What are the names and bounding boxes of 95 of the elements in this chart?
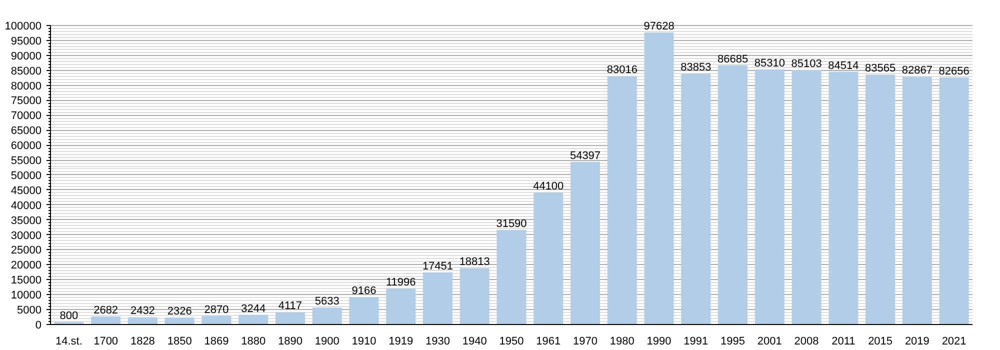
y-tick-label: 10000	[10, 290, 42, 302]
bar	[902, 76, 932, 324]
data-label: 2682	[94, 304, 118, 316]
x-tick-label: 2021	[942, 336, 966, 348]
data-label: 82867	[902, 64, 932, 77]
bar	[607, 76, 637, 324]
data-label: 5633	[314, 296, 340, 308]
x-tick-label: 1991	[684, 336, 708, 348]
bar	[460, 268, 490, 324]
x-tick-label: 2015	[868, 336, 893, 348]
data-label: 54397	[570, 150, 601, 162]
x-tick-label: 1890	[278, 336, 302, 348]
bar	[754, 69, 784, 324]
y-tick-label: 80000	[10, 80, 42, 92]
x-tick-label: 1900	[314, 336, 340, 348]
data-label: 9166	[352, 285, 376, 298]
data-label: 83565	[865, 62, 896, 75]
x-tick-label: 2008	[794, 336, 819, 348]
data-label: 85310	[754, 57, 785, 70]
data-label: 3244	[241, 302, 266, 315]
y-tick-label: 35000	[10, 214, 42, 227]
y-tick-label: 20000	[10, 260, 42, 272]
bar	[866, 74, 896, 324]
bar	[828, 72, 858, 324]
bar	[238, 314, 268, 324]
data-label: 84514	[828, 60, 859, 72]
data-label: 83016	[606, 64, 638, 76]
x-tick-label: 1940	[462, 336, 487, 348]
bar	[718, 65, 748, 324]
x-tick-label: 2001	[757, 336, 782, 348]
data-label: 31590	[496, 218, 527, 230]
data-label: 85103	[791, 58, 822, 70]
bar	[91, 316, 121, 324]
y-tick-label: 65000	[10, 125, 42, 138]
x-tick-label: 1961	[536, 336, 561, 348]
x-tick-label: 1995	[720, 336, 746, 348]
data-label: 11996	[386, 276, 416, 289]
bar	[128, 317, 158, 324]
data-label: 44100	[533, 180, 564, 193]
y-tick-label: 15000	[10, 274, 42, 287]
x-tick-label: 1970	[573, 336, 598, 348]
y-tick-label: 25000	[10, 244, 42, 257]
bar	[534, 192, 564, 324]
bar	[644, 32, 674, 324]
bar	[939, 77, 969, 324]
x-tick-label: 1700	[94, 336, 118, 348]
data-label: 83853	[680, 62, 712, 74]
x-tick-label: 1850	[167, 336, 192, 348]
data-label: 86685	[717, 53, 748, 66]
y-tick-label: 75000	[10, 95, 42, 108]
bar	[349, 297, 379, 324]
x-tick-label: 1950	[499, 336, 524, 348]
y-tick-label: 70000	[10, 110, 42, 122]
bar	[275, 312, 305, 324]
x-tick-label: 1910	[352, 336, 376, 348]
y-tick-label: 90000	[10, 50, 42, 62]
bar	[422, 272, 452, 324]
data-label: 18813	[459, 256, 490, 268]
bar	[792, 70, 822, 324]
data-label: 2432	[130, 305, 155, 318]
bar	[496, 230, 526, 324]
y-tick-label: 95000	[10, 35, 42, 48]
x-tick-label: 1869	[204, 336, 229, 348]
data-label: 82656	[938, 65, 970, 78]
y-tick-label: 40000	[10, 200, 42, 212]
y-tick-label: 0	[35, 320, 42, 332]
bar	[681, 74, 711, 324]
x-tick-label: 1930	[426, 336, 450, 348]
y-tick-label: 5000	[17, 304, 42, 317]
y-tick-label: 85000	[10, 65, 42, 78]
y-tick-label: 60000	[10, 140, 42, 152]
bar	[312, 308, 342, 324]
x-tick-label: 2019	[904, 336, 930, 348]
bar	[164, 318, 194, 324]
x-tick-label: 2011	[832, 336, 856, 348]
data-label: 800	[60, 310, 78, 322]
data-label: 17451	[422, 260, 454, 272]
data-label: 2326	[167, 306, 192, 318]
data-label: 2870	[204, 304, 229, 316]
data-label: 97628	[644, 20, 674, 33]
y-tick-label: 45000	[10, 184, 42, 197]
bar	[202, 316, 232, 324]
bar	[570, 162, 600, 324]
x-tick-label: 1828	[130, 336, 155, 348]
x-tick-label: 1990	[646, 336, 672, 348]
x-tick-label: 1880	[241, 336, 266, 348]
y-tick-label: 50000	[10, 170, 42, 182]
x-tick-label: 1980	[610, 336, 634, 348]
bar	[386, 288, 416, 324]
y-tick-label: 55000	[10, 155, 42, 168]
x-tick-label: 1919	[388, 336, 414, 348]
data-label: 4117	[278, 300, 302, 312]
y-tick-label: 100000	[4, 20, 42, 32]
y-tick-label: 30000	[10, 230, 42, 242]
x-tick-label: 14.st.	[55, 336, 82, 348]
